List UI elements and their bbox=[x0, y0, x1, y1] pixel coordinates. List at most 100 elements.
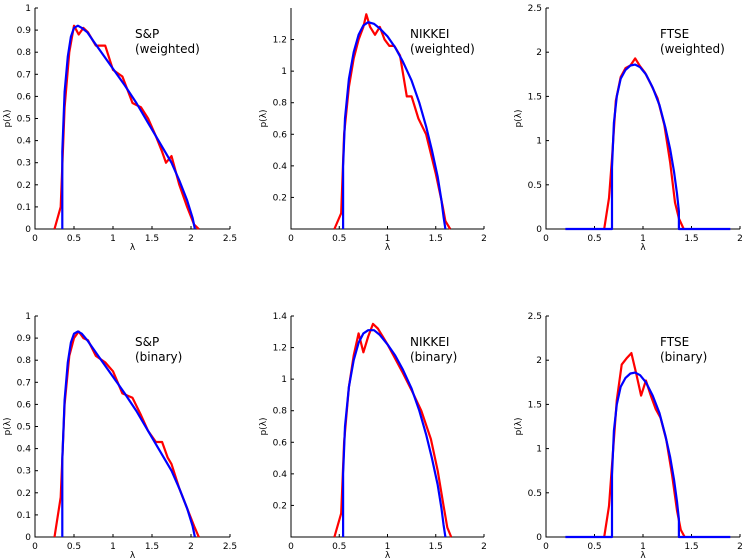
y-axis-label: p(λ) bbox=[259, 109, 269, 127]
x-tick-label: 2 bbox=[188, 542, 194, 552]
x-tick-label: 2.5 bbox=[223, 542, 237, 552]
y-tick-label: 0.3 bbox=[17, 467, 31, 477]
x-tick-label: 0 bbox=[288, 234, 294, 244]
chart-annotation-line: (binary) bbox=[135, 350, 182, 364]
chart-annotation-line: (binary) bbox=[660, 350, 707, 364]
x-axis-label: λ bbox=[385, 551, 391, 558]
chart-annotation-line: (binary) bbox=[410, 350, 457, 364]
y-tick-label: 0.2 bbox=[17, 489, 31, 499]
y-axis-label: p(λ) bbox=[259, 417, 269, 435]
y-tick-label: 1.5 bbox=[528, 400, 542, 410]
y-tick-label: 1.2 bbox=[273, 344, 287, 354]
y-tick-label: 0.4 bbox=[17, 137, 32, 147]
y-tick-label: 0.4 bbox=[17, 445, 32, 455]
y-tick-label: 2 bbox=[536, 356, 542, 366]
x-tick-label: 2.5 bbox=[223, 234, 237, 244]
y-tick-label: 0.6 bbox=[17, 400, 32, 410]
y-tick-label: 0.6 bbox=[273, 438, 288, 448]
y-tick-label: 2.5 bbox=[528, 4, 542, 14]
x-tick-label: 0 bbox=[32, 234, 38, 244]
y-tick-label: 0.6 bbox=[17, 92, 32, 102]
x-tick-label: 1.5 bbox=[684, 234, 698, 244]
chart-panel-3: 0 0.5 1 1.5 2 0 0.5 1 1.5 2 2.5 λ p(λ) FTSE(weighted) bbox=[514, 4, 743, 253]
y-tick-label: 0.8 bbox=[17, 48, 32, 58]
chart-annotation-line: NIKKEI bbox=[410, 27, 449, 41]
x-tick-label: 0.5 bbox=[587, 542, 601, 552]
x-tick-label: 1.5 bbox=[429, 234, 443, 244]
x-tick-label: 1 bbox=[110, 542, 116, 552]
x-tick-label: 0.5 bbox=[67, 542, 81, 552]
series-fit-line bbox=[565, 63, 731, 231]
x-axis-label: λ bbox=[130, 551, 136, 558]
x-tick-label: 0.5 bbox=[67, 234, 81, 244]
x-tick-label: 1 bbox=[385, 542, 391, 552]
y-tick-label: 1 bbox=[536, 137, 542, 147]
y-tick-label: 0.2 bbox=[17, 181, 31, 191]
chart-annotation-line: NIKKEI bbox=[410, 335, 449, 349]
series-fit-line bbox=[342, 329, 447, 538]
series-fit-line bbox=[565, 371, 731, 539]
x-tick-label: 0 bbox=[543, 542, 549, 552]
chart-annotation-line: (weighted) bbox=[135, 42, 200, 56]
y-tick-label: 1 bbox=[25, 4, 31, 14]
y-tick-label: 1 bbox=[25, 312, 31, 322]
y-tick-label: 2.5 bbox=[528, 312, 542, 322]
y-tick-label: 2 bbox=[536, 48, 542, 58]
y-tick-label: 0.2 bbox=[273, 501, 287, 511]
y-tick-label: 0.8 bbox=[17, 356, 32, 366]
y-tick-label: 0.7 bbox=[17, 70, 31, 80]
chart-annotation-line: (weighted) bbox=[410, 42, 475, 56]
y-tick-label: 0.2 bbox=[273, 193, 287, 203]
x-tick-label: 2 bbox=[481, 234, 487, 244]
x-tick-label: 1.5 bbox=[429, 542, 443, 552]
x-tick-label: 2 bbox=[737, 542, 743, 552]
y-axis-label: p(λ) bbox=[3, 109, 13, 127]
y-tick-label: 0.6 bbox=[273, 130, 288, 140]
chart-annotation-line: S&P bbox=[135, 335, 159, 349]
x-tick-label: 2 bbox=[737, 234, 743, 244]
chart-panel-2: 0 0.5 1 1.5 2 0.2 0.4 0.6 0.8 1 1.2 λ p(λ) NIKKEI(wei… bbox=[259, 8, 487, 253]
chart-annotation-line: (weighted) bbox=[660, 42, 725, 56]
x-tick-label: 0.5 bbox=[332, 234, 346, 244]
y-tick-label: 1 bbox=[536, 445, 542, 455]
y-tick-label: 1 bbox=[281, 375, 287, 385]
chart-panel-1: 0 0.5 1 1.5 2 2.5 0 0.1 0.2 0.3 0.4 0.5 0.6 0.7 0.8 0.9… bbox=[3, 4, 237, 253]
axes-frame bbox=[545, 316, 740, 538]
y-tick-label: 1 bbox=[281, 67, 287, 77]
y-tick-label: 0.1 bbox=[17, 511, 31, 521]
y-tick-label: 0 bbox=[536, 533, 542, 543]
y-axis-label: p(λ) bbox=[514, 417, 524, 435]
x-tick-label: 1.5 bbox=[684, 542, 698, 552]
x-tick-label: 0.5 bbox=[332, 542, 346, 552]
y-tick-label: 0.5 bbox=[17, 115, 31, 125]
x-axis-label: λ bbox=[385, 243, 391, 253]
x-tick-label: 1 bbox=[385, 234, 391, 244]
y-tick-label: 1.2 bbox=[273, 36, 287, 46]
chart-annotation-line: FTSE bbox=[660, 335, 689, 349]
y-tick-label: 0.9 bbox=[17, 334, 32, 344]
y-tick-label: 0.8 bbox=[273, 99, 288, 109]
y-tick-label: 0.4 bbox=[273, 470, 288, 480]
series-empirical-line bbox=[53, 330, 200, 538]
x-tick-label: 2 bbox=[188, 234, 194, 244]
y-tick-label: 0.3 bbox=[17, 159, 31, 169]
y-axis-label: p(λ) bbox=[514, 109, 524, 127]
chart-panel-6: 0 0.5 1 1.5 2 0 0.5 1 1.5 2 2.5 λ p(λ) FTSE(binary) bbox=[514, 312, 743, 558]
x-axis-label: λ bbox=[640, 551, 646, 558]
x-axis-label: λ bbox=[130, 243, 136, 253]
y-tick-label: 0.4 bbox=[273, 162, 288, 172]
series-fit-line bbox=[61, 24, 196, 230]
y-tick-label: 0.7 bbox=[17, 378, 31, 388]
y-tick-label: 0.5 bbox=[17, 423, 31, 433]
y-tick-label: 1.5 bbox=[528, 92, 542, 102]
x-tick-label: 1.5 bbox=[145, 234, 159, 244]
y-tick-label: 0 bbox=[25, 225, 31, 235]
y-axis-label: p(λ) bbox=[3, 417, 13, 435]
chart-annotation-line: FTSE bbox=[660, 27, 689, 41]
y-tick-label: 0 bbox=[25, 533, 31, 543]
series-empirical-line bbox=[53, 24, 200, 230]
x-tick-label: 1 bbox=[640, 234, 646, 244]
x-tick-label: 1 bbox=[640, 542, 646, 552]
series-empirical-line bbox=[333, 13, 452, 230]
